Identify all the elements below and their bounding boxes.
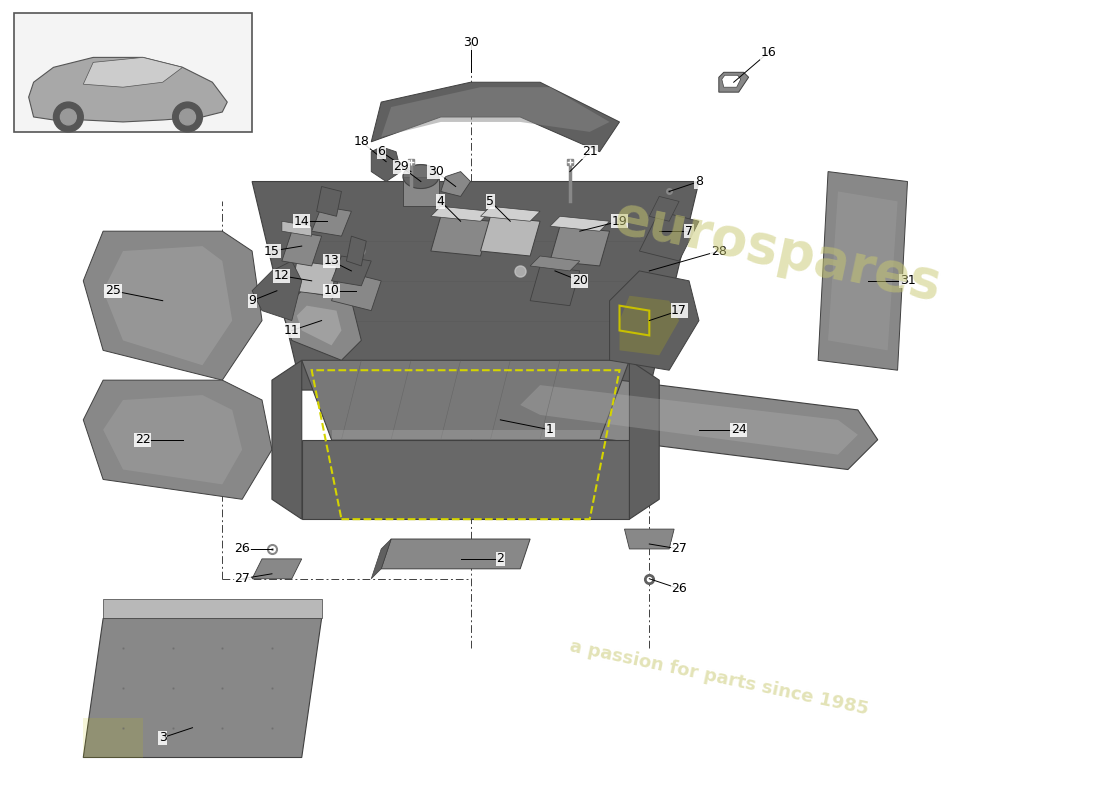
Text: 3: 3 <box>158 731 166 744</box>
Text: 1: 1 <box>546 423 554 436</box>
Text: 24: 24 <box>730 423 747 436</box>
Text: 9: 9 <box>249 294 256 307</box>
Text: 31: 31 <box>900 274 915 287</box>
Polygon shape <box>84 380 272 499</box>
Polygon shape <box>372 146 402 182</box>
Text: 25: 25 <box>106 284 121 298</box>
Text: 18: 18 <box>353 135 370 148</box>
Polygon shape <box>297 306 341 346</box>
Polygon shape <box>29 58 228 122</box>
Text: 10: 10 <box>323 284 340 298</box>
Polygon shape <box>372 539 392 578</box>
Text: 21: 21 <box>582 146 597 158</box>
Text: 27: 27 <box>234 572 250 586</box>
Circle shape <box>179 109 196 125</box>
Polygon shape <box>252 559 301 578</box>
Text: 12: 12 <box>274 270 289 282</box>
Polygon shape <box>311 206 351 236</box>
Circle shape <box>173 102 202 132</box>
Polygon shape <box>481 216 540 256</box>
Bar <box>14 13 252 132</box>
Text: 19: 19 <box>612 214 627 228</box>
Polygon shape <box>639 211 698 261</box>
Polygon shape <box>84 58 183 87</box>
Text: eurospares: eurospares <box>610 191 947 311</box>
Polygon shape <box>301 360 629 440</box>
Polygon shape <box>718 72 749 92</box>
Polygon shape <box>382 87 609 137</box>
Text: 22: 22 <box>135 434 151 446</box>
Polygon shape <box>282 231 321 266</box>
Polygon shape <box>331 271 382 310</box>
Polygon shape <box>252 261 301 321</box>
Text: a passion for parts since 1985: a passion for parts since 1985 <box>568 638 870 718</box>
Polygon shape <box>431 216 491 256</box>
Text: 2: 2 <box>496 552 504 566</box>
Polygon shape <box>403 177 439 206</box>
Text: 17: 17 <box>671 304 688 317</box>
Polygon shape <box>103 246 232 366</box>
Polygon shape <box>625 529 674 549</box>
Text: 20: 20 <box>572 274 587 287</box>
Polygon shape <box>722 75 740 87</box>
Polygon shape <box>609 271 698 370</box>
Polygon shape <box>272 360 301 519</box>
Polygon shape <box>282 290 361 360</box>
Polygon shape <box>372 82 619 152</box>
Polygon shape <box>331 256 372 286</box>
Text: 26: 26 <box>234 542 250 555</box>
Text: 8: 8 <box>695 175 703 188</box>
Polygon shape <box>282 222 311 236</box>
Polygon shape <box>619 296 679 355</box>
Text: 30: 30 <box>463 36 478 49</box>
Polygon shape <box>317 186 341 216</box>
Polygon shape <box>510 370 878 470</box>
Polygon shape <box>103 598 321 618</box>
Text: 7: 7 <box>685 225 693 238</box>
Text: 15: 15 <box>264 245 279 258</box>
Text: 30: 30 <box>428 165 443 178</box>
Text: 29: 29 <box>393 160 409 173</box>
Polygon shape <box>649 197 679 222</box>
Polygon shape <box>301 440 629 519</box>
Polygon shape <box>331 430 600 440</box>
Polygon shape <box>252 182 698 390</box>
Polygon shape <box>382 539 530 569</box>
Polygon shape <box>84 231 262 380</box>
Circle shape <box>54 102 84 132</box>
Text: 13: 13 <box>323 254 340 267</box>
Polygon shape <box>292 261 337 296</box>
Polygon shape <box>103 395 242 485</box>
Polygon shape <box>441 171 471 197</box>
Text: 28: 28 <box>711 245 727 258</box>
Polygon shape <box>84 718 143 758</box>
Polygon shape <box>84 618 321 758</box>
Text: 16: 16 <box>760 46 777 59</box>
Polygon shape <box>530 266 580 306</box>
Polygon shape <box>403 165 439 189</box>
Polygon shape <box>530 256 580 271</box>
Polygon shape <box>818 171 907 370</box>
Polygon shape <box>629 360 659 519</box>
Polygon shape <box>550 226 609 266</box>
Text: 11: 11 <box>284 324 299 337</box>
Polygon shape <box>346 236 366 266</box>
Text: 6: 6 <box>377 146 385 158</box>
Polygon shape <box>550 216 609 231</box>
Text: 27: 27 <box>671 542 688 555</box>
Polygon shape <box>431 206 491 222</box>
Text: 26: 26 <box>671 582 688 595</box>
Text: 14: 14 <box>294 214 309 228</box>
Polygon shape <box>520 385 858 454</box>
Polygon shape <box>481 206 540 222</box>
Polygon shape <box>828 191 898 350</box>
Circle shape <box>60 109 76 125</box>
Text: 5: 5 <box>486 195 494 208</box>
Text: 4: 4 <box>437 195 444 208</box>
